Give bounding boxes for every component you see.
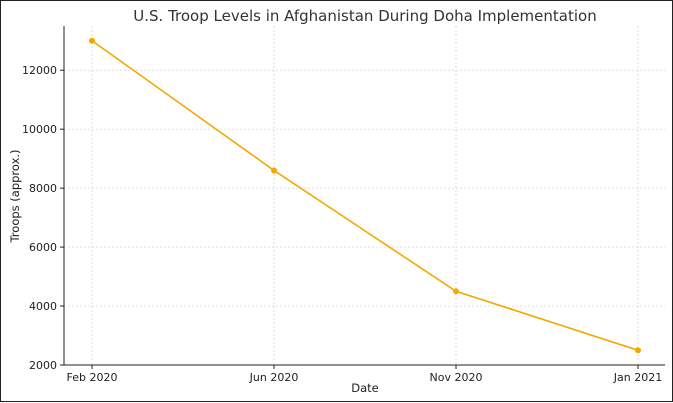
grid [64,26,665,366]
y-tick-label: 6000 [29,241,57,254]
x-axis-label: Date [351,381,379,395]
data-point [635,347,641,354]
y-tick-label: 2000 [29,359,57,372]
y-tick-label: 8000 [29,182,57,195]
data-point [271,167,277,174]
x-tick-label: Feb 2020 [67,371,118,384]
data-point [453,288,459,295]
y-ticks: 2000 4000 6000 8000 10000 12000 [22,64,64,372]
x-tick-label: Jun 2020 [249,371,299,384]
chart-title: U.S. Troop Levels in Afghanistan During … [133,7,596,25]
x-tick-label: Jan 2021 [613,371,662,384]
y-axis-label: Troops (approx.) [8,149,22,243]
axes [63,26,665,366]
x-tick-label: Nov 2020 [430,371,483,384]
y-tick-label: 10000 [22,123,57,136]
series [89,37,641,354]
x-ticks: Feb 2020 Jun 2020 Nov 2020 Jan 2021 [67,365,662,384]
y-tick-label: 12000 [22,64,57,77]
y-tick-label: 4000 [29,300,57,313]
series-line [91,40,639,352]
data-point [89,37,95,44]
